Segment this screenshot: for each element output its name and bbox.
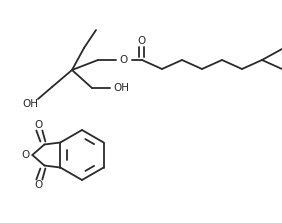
Text: O: O xyxy=(34,180,43,190)
Text: O: O xyxy=(21,150,30,160)
Text: O: O xyxy=(120,55,128,65)
Text: OH: OH xyxy=(113,83,129,93)
Text: OH: OH xyxy=(22,99,38,109)
Text: O: O xyxy=(138,36,146,46)
Text: O: O xyxy=(34,120,43,130)
